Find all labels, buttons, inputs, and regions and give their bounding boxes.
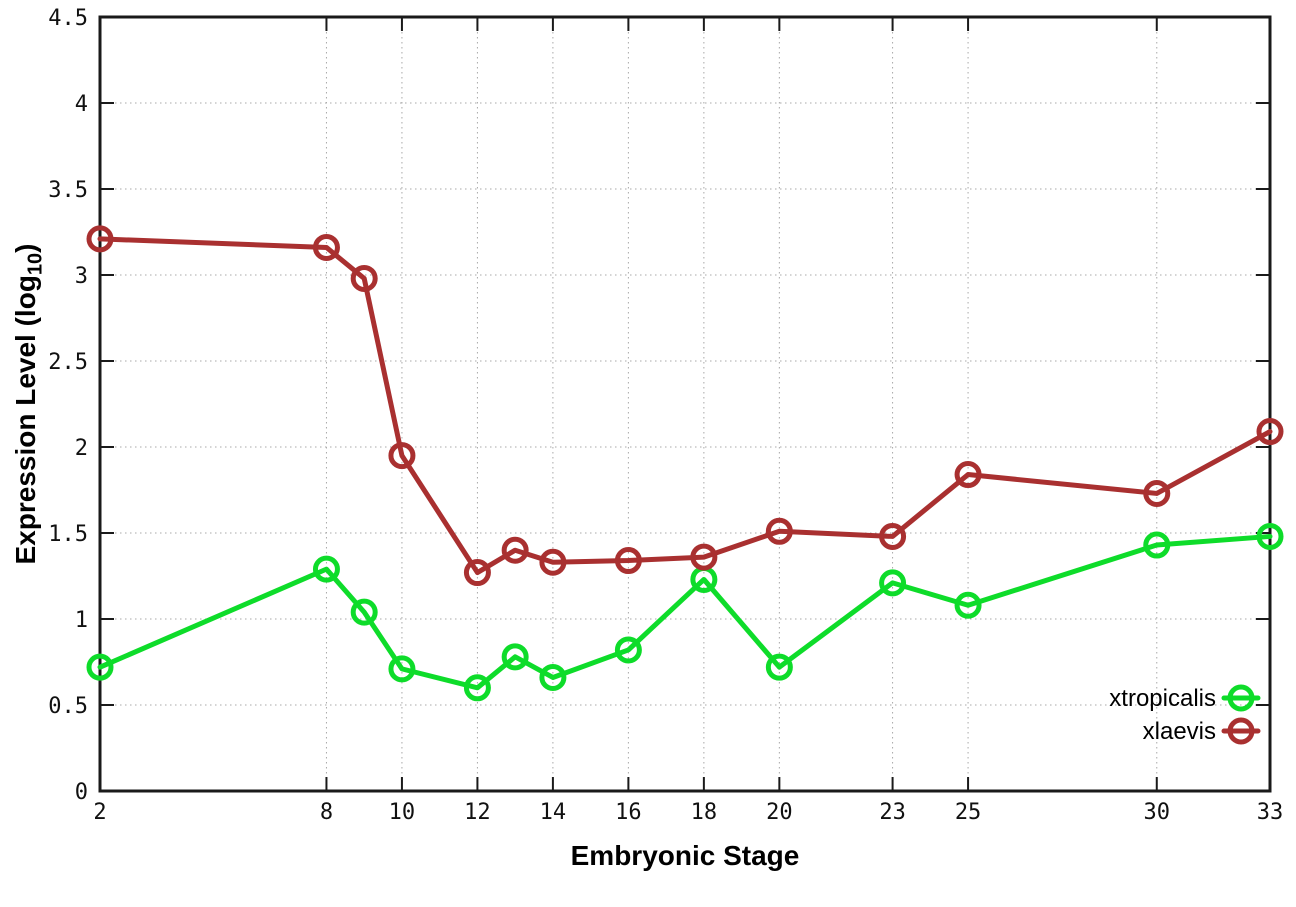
y-tick-label: 0	[75, 780, 88, 805]
data-point-xlaevis-stage-9	[350, 264, 378, 292]
legend-label-xlaevis: xlaevis	[1143, 718, 1216, 745]
data-point-xlaevis-stage-33	[1256, 418, 1284, 446]
x-tick-label: 10	[389, 800, 416, 825]
x-tick-label: 33	[1257, 800, 1284, 825]
y-tick-label: 2.5	[48, 350, 88, 375]
y-tick-label: 2	[75, 436, 88, 461]
data-point-xtropicalis-stage-10	[388, 655, 416, 683]
y-tick-label: 4	[75, 92, 88, 117]
legend-marker-xtropicalis	[1227, 684, 1255, 712]
data-point-xtropicalis-stage-9	[350, 598, 378, 626]
data-point-xlaevis-stage-16	[614, 547, 642, 575]
data-point-xtropicalis-stage-33	[1256, 522, 1284, 550]
x-tick-label: 14	[540, 800, 567, 825]
data-point-xtropicalis-stage-23	[879, 569, 907, 597]
x-axis-title: Embryonic Stage	[570, 840, 800, 871]
legend-marker-xlaevis	[1227, 717, 1255, 745]
y-tick-label: 1.5	[48, 522, 88, 547]
x-tick-label: 23	[879, 800, 906, 825]
x-tick-label: 25	[955, 800, 982, 825]
data-point-xtropicalis-stage-2	[86, 653, 114, 681]
y-tick-label: 4.5	[48, 6, 88, 31]
data-point-xlaevis-stage-2	[86, 225, 114, 253]
x-tick-label: 18	[691, 800, 718, 825]
data-point-xlaevis-stage-14	[539, 548, 567, 576]
x-tick-label: 20	[766, 800, 793, 825]
data-point-xtropicalis-stage-12	[463, 674, 491, 702]
y-tick-label: 1	[75, 608, 88, 633]
x-tick-label: 16	[615, 800, 642, 825]
data-point-xtropicalis-stage-13	[501, 643, 529, 671]
y-axis-title-subscript: 10	[24, 252, 47, 276]
data-point-xtropicalis-stage-30	[1143, 531, 1171, 559]
data-point-xlaevis-stage-18	[690, 543, 718, 571]
data-point-xlaevis-stage-20	[765, 517, 793, 545]
data-point-xtropicalis-stage-8	[312, 555, 340, 583]
x-tick-label: 12	[464, 800, 491, 825]
data-point-xlaevis-stage-12	[463, 559, 491, 587]
data-point-xlaevis-stage-10	[388, 442, 416, 470]
y-axis-title-close: )	[10, 243, 41, 253]
data-point-xtropicalis-stage-16	[614, 636, 642, 664]
x-tick-label: 2	[93, 800, 106, 825]
data-point-xtropicalis-stage-25	[954, 591, 982, 619]
data-point-xlaevis-stage-30	[1143, 479, 1171, 507]
series-line-xlaevis	[97, 236, 1273, 576]
y-tick-label: 3.5	[48, 178, 88, 203]
x-tick-label: 30	[1144, 800, 1171, 825]
y-tick-label: 0.5	[48, 694, 88, 719]
data-point-xlaevis-stage-25	[954, 461, 982, 489]
y-axis-title-text: Expression Level (log	[10, 275, 41, 565]
data-point-xlaevis-stage-23	[879, 522, 907, 550]
data-point-xlaevis-stage-8	[312, 233, 340, 261]
y-tick-label: 3	[75, 264, 88, 289]
data-point-xtropicalis-stage-20	[765, 653, 793, 681]
legend-label-xtropicalis: xtropicalis	[1109, 685, 1216, 712]
data-point-xlaevis-stage-13	[501, 536, 529, 564]
y-axis-title: Expression Level (log10)	[10, 204, 47, 604]
plot-border	[98, 15, 1272, 793]
x-tick-label: 8	[320, 800, 333, 825]
data-point-xtropicalis-stage-14	[539, 663, 567, 691]
